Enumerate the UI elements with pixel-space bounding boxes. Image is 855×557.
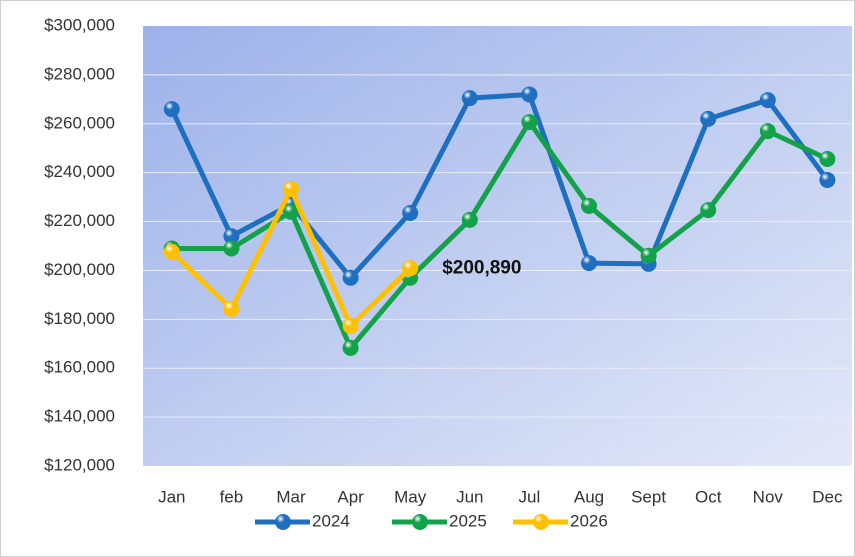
x-tick-label: Jun [456, 487, 483, 506]
y-tick-label: $200,000 [44, 260, 115, 279]
series-line [171, 119, 829, 351]
point-marker [402, 205, 419, 221]
point-marker [223, 300, 240, 317]
point-marker [402, 260, 419, 277]
x-tick-label: Aug [574, 487, 604, 506]
x-tick-label: Apr [337, 487, 364, 506]
point-marker [700, 202, 717, 219]
point-marker [819, 172, 836, 188]
y-tick-label: $260,000 [44, 113, 115, 132]
legend-label: 2025 [449, 511, 487, 530]
x-tick-label: Nov [753, 487, 784, 506]
plot-area [143, 26, 852, 466]
point-marker [581, 255, 597, 272]
y-tick-label: $220,000 [44, 211, 115, 230]
point-marker [759, 123, 776, 140]
point-marker [700, 110, 717, 127]
point-marker [581, 197, 597, 214]
point-marker [342, 339, 359, 356]
point-marker [759, 92, 776, 109]
point-marker [163, 101, 180, 118]
point-marker [223, 240, 240, 257]
legend-marker [275, 514, 291, 530]
point-marker [521, 114, 538, 131]
y-tick-label: $160,000 [44, 358, 115, 377]
point-marker [283, 203, 299, 220]
y-tick-label: $140,000 [44, 407, 115, 426]
point-marker [342, 269, 359, 286]
x-tick-label: Sept [631, 487, 666, 506]
x-tick-label: Dec [812, 487, 843, 506]
data-label: $200,890 [442, 257, 521, 278]
x-tick-label: May [394, 487, 427, 506]
x-tick-label: Oct [695, 487, 722, 506]
x-tick-label: Mar [276, 487, 306, 506]
legend-marker [533, 514, 549, 530]
point-marker [163, 243, 180, 260]
x-tick-label: feb [220, 487, 244, 506]
y-tick-label: $280,000 [44, 64, 115, 83]
y-tick-label: $300,000 [44, 15, 115, 34]
point-marker [640, 247, 657, 264]
y-tick-label: $180,000 [44, 309, 115, 328]
point-marker [819, 150, 836, 167]
point-marker [223, 228, 240, 245]
x-tick-label: Jul [519, 487, 541, 506]
point-marker [461, 90, 478, 107]
legend-marker [412, 514, 428, 530]
point-marker [283, 181, 299, 198]
point-marker [342, 317, 359, 334]
legend-label: 2024 [312, 511, 350, 530]
legend-label: 2026 [570, 511, 608, 530]
y-tick-label: $240,000 [44, 162, 115, 181]
point-marker [461, 211, 478, 228]
point-marker [521, 86, 538, 103]
y-tick-label: $120,000 [44, 455, 115, 474]
x-tick-label: Jan [158, 487, 185, 506]
